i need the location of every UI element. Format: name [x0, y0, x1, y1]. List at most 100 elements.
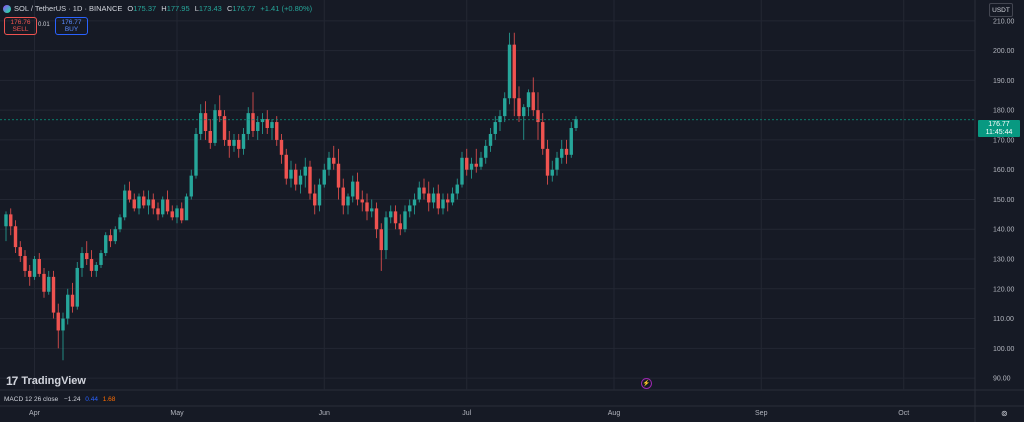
candle-body — [322, 169, 326, 185]
candle-body — [446, 199, 450, 203]
candle-body — [32, 259, 37, 277]
time-tick-label: Apr — [29, 410, 41, 417]
candle-body — [332, 157, 336, 164]
time-axis: Apr May Jun Jul Aug Sep Oct — [29, 410, 909, 417]
candle-body — [170, 211, 174, 218]
time-tick-label: Sep — [755, 410, 768, 417]
candle-body — [517, 98, 521, 117]
candle-body — [9, 214, 13, 227]
candle-body — [555, 157, 559, 170]
candle-body — [541, 122, 545, 149]
tradingview-logo-icon: 17 — [6, 374, 18, 388]
bar-countdown: 11:45:44 — [985, 128, 1013, 136]
tradingview-logo[interactable]: 17 TradingView — [6, 374, 86, 388]
candle-body — [161, 199, 165, 215]
candle-body — [260, 119, 265, 123]
sell-price: 176.76 — [10, 19, 31, 26]
candle-body — [512, 44, 516, 99]
candle-body — [18, 247, 22, 257]
candle-body — [118, 217, 122, 230]
candle-body — [279, 139, 284, 155]
candle-body — [256, 122, 260, 131]
sell-button[interactable]: 176.76 SELL — [4, 17, 37, 35]
candle-body — [355, 181, 360, 200]
candle-body — [484, 145, 488, 158]
price-tick-label: 180.00 — [993, 108, 1015, 115]
macd-signal-value: 0.44 — [85, 396, 98, 403]
price-axis: 210.00 200.00 190.00 180.00 170.00 160.00 150.… — [993, 18, 1015, 382]
candle-body — [28, 270, 32, 277]
candle-body — [412, 199, 417, 206]
buy-label: BUY — [64, 26, 79, 33]
candle-body — [351, 181, 355, 197]
gear-icon[interactable]: ⊚ — [1001, 409, 1008, 418]
price-tick-label: 130.00 — [993, 257, 1015, 264]
macd-value: −1.24 — [64, 396, 81, 403]
ohlc-values: O175.37 H177.95 L173.43 C176.77 +1.41 (+… — [127, 4, 313, 13]
candle-body — [522, 107, 526, 117]
last-price-value: 176.77 — [988, 120, 1010, 128]
candle-body — [569, 128, 573, 155]
price-tick-label: 150.00 — [993, 197, 1015, 204]
candle-body — [303, 166, 307, 176]
candle-body — [294, 169, 298, 185]
candle-body — [289, 169, 293, 179]
candle-body — [132, 199, 136, 209]
candle-body — [365, 202, 369, 212]
symbol-header: SOL / TetherUS · 1D · BINANCE O175.37 H1… — [3, 4, 312, 13]
candle-body — [360, 199, 364, 203]
candle-body — [465, 157, 469, 170]
candle-body — [194, 133, 198, 176]
candle-body — [560, 148, 564, 158]
candle-body — [51, 276, 56, 313]
candle-body — [246, 113, 250, 134]
price-tick-label: 140.00 — [993, 227, 1015, 234]
candle-body — [469, 163, 474, 170]
candle-body — [488, 133, 493, 146]
spread-value: 0.01 — [38, 22, 50, 28]
candle-body — [180, 208, 184, 221]
candle-body — [56, 312, 60, 331]
currency-selector[interactable]: USDT — [989, 3, 1013, 17]
candle-body — [384, 217, 388, 251]
candle-body — [199, 113, 203, 134]
candle-body — [313, 193, 317, 206]
candle-body — [536, 110, 540, 123]
candle-body — [241, 133, 246, 149]
price-tick-label: 190.00 — [993, 78, 1015, 85]
open-value: 175.37 — [133, 4, 157, 13]
high-value: 177.95 — [166, 4, 190, 13]
close-value: 176.77 — [232, 4, 256, 13]
price-tick-label: 160.00 — [993, 167, 1015, 174]
candle-body — [574, 119, 578, 129]
candle-body — [151, 199, 155, 209]
price-tick-label: 120.00 — [993, 286, 1015, 293]
symbol-title[interactable]: SOL / TetherUS · 1D · BINANCE — [14, 4, 123, 13]
candle-body — [42, 273, 46, 292]
candle-body — [436, 193, 440, 209]
macd-legend[interactable]: MACD 12 26 close −1.24 0.44 1.68 — [4, 396, 115, 403]
candle-body — [493, 122, 497, 134]
candle-body — [123, 190, 127, 218]
candle-body — [213, 110, 217, 143]
candle-body — [479, 157, 483, 167]
candle-body — [70, 294, 75, 307]
candle-body — [284, 154, 288, 179]
candle-body — [545, 148, 550, 176]
candle-body — [370, 208, 374, 212]
lightning-icon[interactable]: ⚡ — [641, 378, 652, 389]
candle-body — [175, 208, 179, 218]
macd-label: MACD 12 26 close — [4, 396, 59, 403]
price-tick-label: 200.00 — [993, 48, 1015, 55]
brand-name: TradingView — [21, 375, 86, 387]
change-value: +1.41 (+0.80%) — [260, 4, 313, 13]
candle-body — [374, 208, 379, 230]
candle-body — [47, 276, 51, 292]
candle-body — [275, 122, 279, 140]
buy-button[interactable]: 176.77 BUY — [55, 17, 88, 35]
candle-body — [270, 122, 274, 129]
candle-body — [137, 196, 141, 209]
candle-body — [427, 193, 431, 203]
